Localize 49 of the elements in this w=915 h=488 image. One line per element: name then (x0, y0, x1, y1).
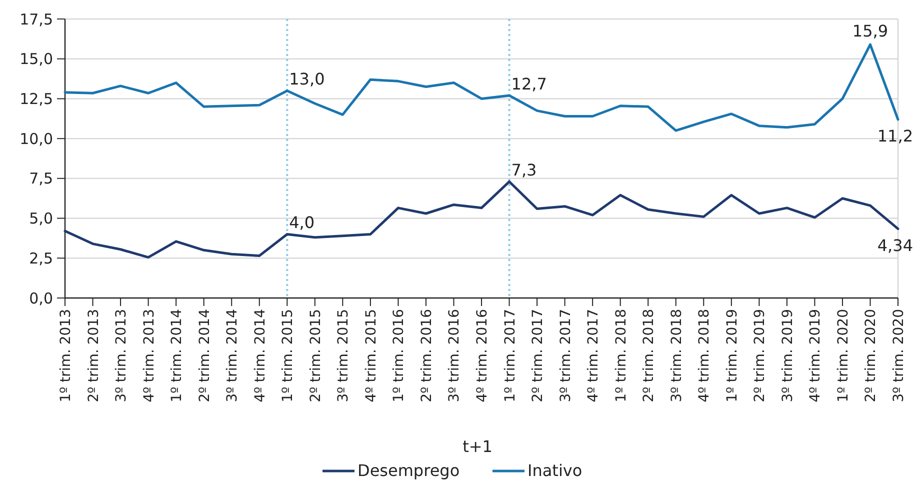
x-tick-label: 4º trim. 2019 (808, 309, 824, 402)
x-tick-label: 2º trim. 2013 (86, 309, 102, 402)
legend-label: Inativo (528, 461, 582, 480)
x-tick-label: 2º trim. 2019 (752, 309, 768, 402)
y-tick-label: 12,5 (20, 90, 53, 108)
x-tick-label: 4º trim. 2015 (363, 309, 380, 402)
x-tick-label: 2º trim. 2015 (308, 309, 324, 402)
x-tick-label: 3º trim. 2016 (446, 308, 463, 402)
y-tick-label: 17,5 (20, 10, 53, 28)
x-tick-label: 1º trim. 2020 (835, 309, 852, 402)
x-tick-label: 4º trim. 2018 (696, 309, 713, 402)
x-tick-label: 3º trim. 2018 (668, 309, 685, 402)
x-tick-label: 3º trim. 2020 (891, 309, 907, 402)
y-tick-label: 15,0 (20, 50, 53, 68)
x-tick-label: 1º trim. 2016 (391, 308, 408, 402)
annotation: 13,0 (289, 70, 325, 89)
annotation: 12,7 (511, 74, 547, 94)
x-tick-label: 3º trim. 2014 (224, 308, 241, 402)
x-tick-label: 4º trim. 2014 (252, 308, 268, 402)
x-tick-label: 1º trim. 2015 (280, 309, 296, 402)
x-tick-label: 3º trim. 2017 (558, 309, 574, 402)
x-tick-label: 1º trim. 2017 (502, 309, 518, 402)
legend-label: Desemprego (358, 461, 460, 480)
x-tick-label: 4º trim. 2013 (141, 309, 158, 402)
x-tick-label: 2º trim. 2014 (196, 308, 213, 402)
y-tick-label: 0,0 (29, 289, 53, 308)
x-tick-label: 3º trim. 2013 (114, 309, 130, 402)
x-tick-label: 2º trim. 2016 (418, 308, 435, 402)
x-tick-label: 4º trim. 2017 (586, 309, 602, 402)
annotation: 15,9 (852, 22, 888, 41)
x-axis-title: t+1 (462, 437, 492, 456)
x-tick-label: 1º trim. 2019 (724, 309, 740, 402)
x-tick-label: 1º trim. 2013 (58, 309, 74, 402)
x-tick-label: 2º trim. 2020 (863, 309, 880, 402)
x-tick-label: 4º trim. 2016 (474, 308, 490, 402)
y-tick-label: 7,5 (29, 170, 53, 188)
x-tick-label: 2º trim. 2017 (530, 309, 546, 402)
y-tick-label: 5,0 (29, 210, 53, 228)
y-tick-label: 10,0 (20, 130, 53, 148)
x-tick-label: 1º trim. 2018 (613, 309, 630, 402)
x-tick-label: 3º trim. 2015 (336, 309, 352, 402)
x-tick-label: 2º trim. 2018 (641, 309, 658, 402)
annotation: 11,2 (877, 126, 913, 146)
annotation: 4,0 (289, 213, 315, 232)
y-tick-label: 2,5 (29, 249, 53, 268)
x-tick-label: 1º trim. 2014 (169, 308, 186, 402)
annotation: 7,3 (511, 160, 537, 180)
annotation: 4,34 (877, 236, 913, 255)
x-tick-label: 3º trim. 2019 (780, 309, 796, 402)
